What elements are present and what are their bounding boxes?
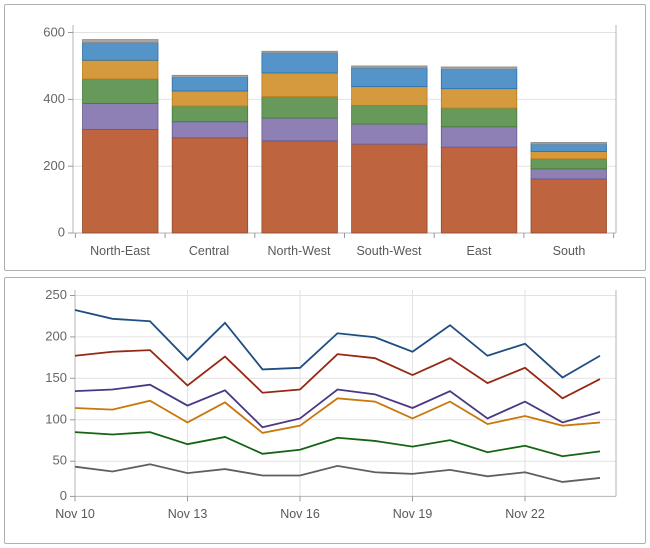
svg-text:Nov 10: Nov 10 [55, 507, 95, 521]
svg-text:North-West: North-West [268, 244, 332, 258]
svg-text:200: 200 [43, 158, 65, 173]
svg-text:Nov 19: Nov 19 [393, 507, 433, 521]
svg-text:200: 200 [45, 328, 67, 343]
svg-text:50: 50 [53, 453, 67, 468]
svg-text:250: 250 [45, 287, 67, 302]
svg-text:Central: Central [189, 244, 229, 258]
svg-text:North-East: North-East [90, 244, 150, 258]
svg-text:Nov 13: Nov 13 [168, 507, 208, 521]
svg-text:150: 150 [45, 370, 67, 385]
svg-text:Nov 22: Nov 22 [505, 507, 545, 521]
svg-text:400: 400 [43, 91, 65, 106]
svg-text:0: 0 [58, 225, 65, 240]
svg-text:600: 600 [43, 25, 65, 40]
svg-text:100: 100 [45, 411, 67, 426]
svg-text:East: East [466, 244, 492, 258]
svg-text:0: 0 [60, 488, 67, 503]
svg-text:Nov 16: Nov 16 [280, 507, 320, 521]
svg-text:South: South [553, 244, 586, 258]
svg-text:South-West: South-West [356, 244, 422, 258]
